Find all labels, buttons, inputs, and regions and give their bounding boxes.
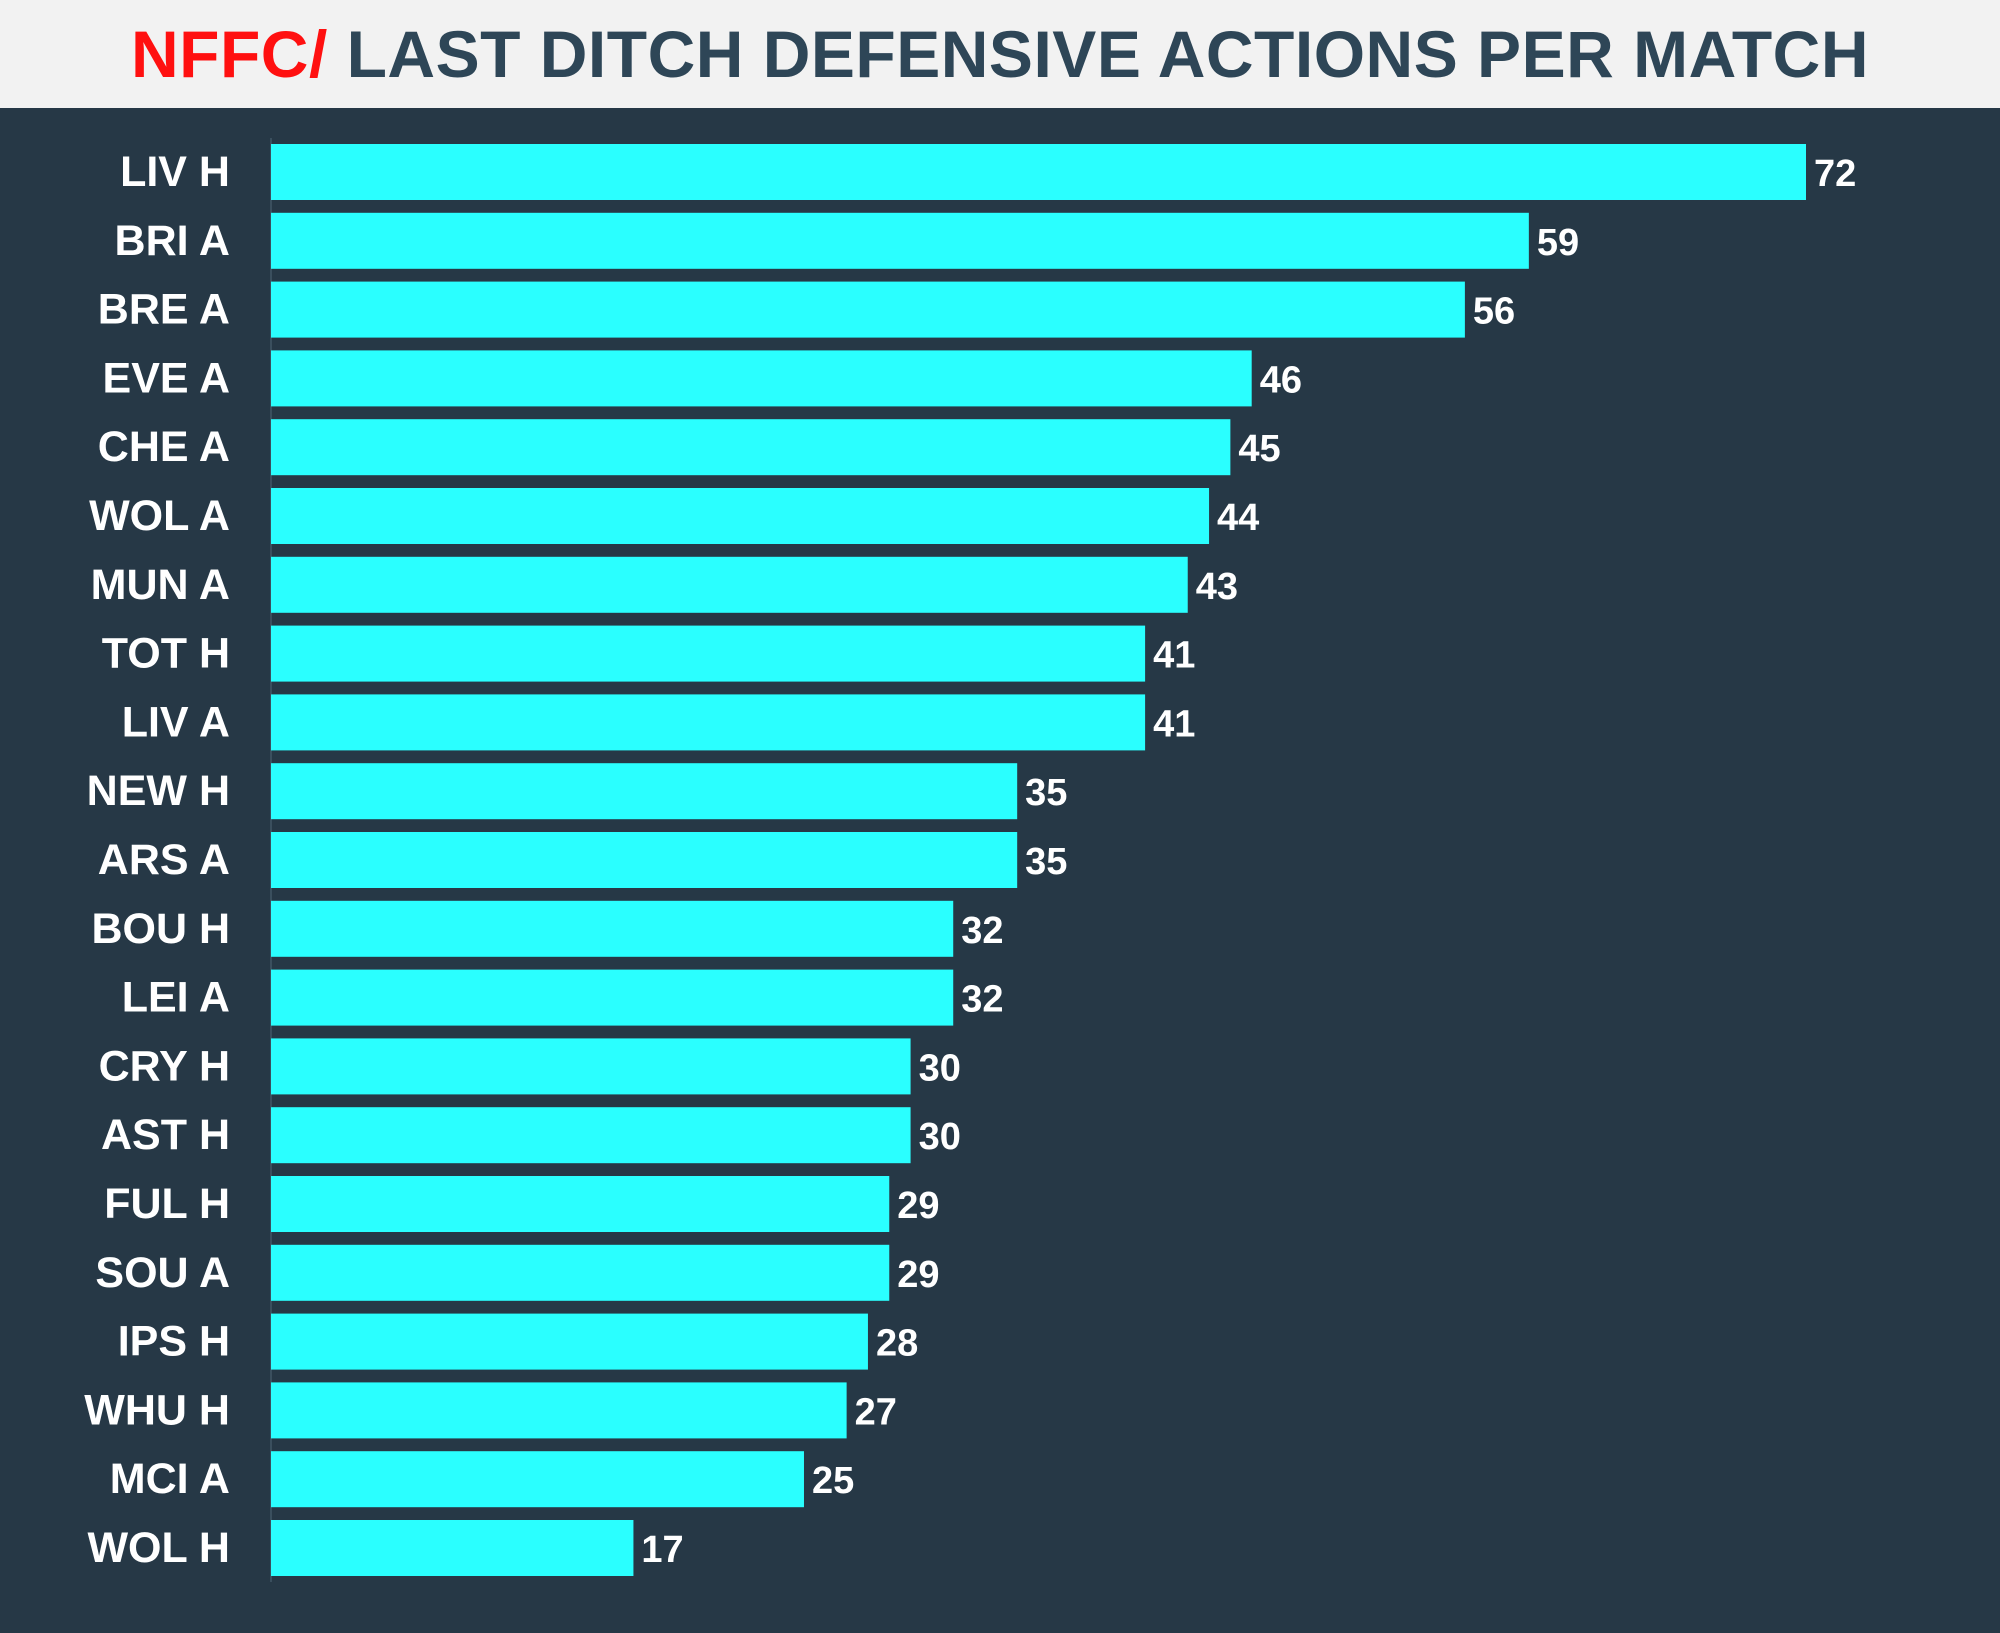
bar — [271, 625, 1146, 682]
category-label: MCI A — [110, 1455, 230, 1503]
bar — [271, 212, 1529, 269]
data-label: 35 — [1025, 841, 1067, 883]
category-label: BRE A — [98, 286, 230, 334]
bar — [271, 1313, 868, 1370]
category-label: BOU H — [91, 905, 230, 953]
bar — [271, 694, 1146, 751]
bar — [271, 281, 1465, 338]
data-label: 25 — [812, 1460, 854, 1502]
bars-group: LIV H 72 BRI A 59 BRE A 56 EVE A 46 CHE A 45 WOL A… — [84, 144, 1856, 1576]
category-label: WOL A — [89, 492, 230, 540]
chart-title-main: LAST DITCH DEFENSIVE ACTIONS PER MATCH — [327, 17, 1869, 91]
category-label: SOU A — [95, 1249, 230, 1297]
bar — [271, 419, 1231, 476]
data-label: 17 — [641, 1529, 683, 1571]
category-label: IPS H — [118, 1318, 230, 1366]
category-label: ARS A — [98, 836, 230, 884]
bar — [271, 1038, 911, 1095]
data-label: 35 — [1025, 772, 1067, 814]
category-label: MUN A — [91, 561, 230, 609]
category-label: CRY H — [99, 1042, 230, 1090]
category-label: LEI A — [122, 974, 230, 1022]
data-label: 27 — [855, 1391, 897, 1433]
data-label: 30 — [919, 1047, 961, 1089]
bar — [271, 1382, 847, 1439]
data-label: 30 — [919, 1116, 961, 1158]
category-label: BRI A — [115, 217, 230, 265]
bar — [271, 556, 1188, 613]
data-label: 43 — [1196, 566, 1238, 608]
bar — [271, 144, 1806, 200]
data-label: 56 — [1473, 291, 1515, 333]
category-label: WHU H — [84, 1386, 230, 1434]
data-label: 45 — [1238, 428, 1280, 470]
chart-title-accent: NFFC/ — [130, 17, 328, 91]
bar — [271, 832, 1018, 888]
category-label: LIV A — [122, 698, 230, 746]
bar — [271, 488, 1210, 544]
bar — [271, 1244, 890, 1301]
chart-title: NFFC/ LAST DITCH DEFENSIVE ACTIONS PER M… — [131, 16, 1869, 92]
bar — [271, 969, 954, 1026]
category-label: EVE A — [103, 354, 230, 402]
category-label: LIV H — [120, 148, 230, 196]
data-label: 41 — [1153, 635, 1195, 677]
data-label: 28 — [876, 1323, 918, 1365]
bar — [271, 1451, 804, 1508]
bar — [271, 1520, 634, 1576]
category-label: TOT H — [102, 630, 230, 678]
bar — [271, 763, 1018, 820]
data-label: 32 — [961, 979, 1003, 1021]
bar — [271, 1176, 890, 1232]
category-label: AST H — [101, 1111, 230, 1159]
bar — [271, 900, 954, 957]
data-label: 72 — [1814, 153, 1856, 195]
data-label: 29 — [897, 1254, 939, 1296]
data-label: 32 — [961, 910, 1003, 952]
bar — [271, 1107, 911, 1164]
category-label: CHE A — [98, 423, 230, 471]
data-label: 44 — [1217, 497, 1259, 539]
title-bar: NFFC/ LAST DITCH DEFENSIVE ACTIONS PER M… — [0, 0, 2000, 108]
data-label: 46 — [1260, 359, 1302, 401]
data-label: 29 — [897, 1185, 939, 1227]
category-label: FUL H — [104, 1180, 230, 1228]
data-label: 41 — [1153, 703, 1195, 745]
data-label: 59 — [1537, 222, 1579, 264]
category-label: WOL H — [87, 1524, 230, 1572]
category-label: NEW H — [87, 767, 230, 815]
bar — [271, 350, 1252, 407]
